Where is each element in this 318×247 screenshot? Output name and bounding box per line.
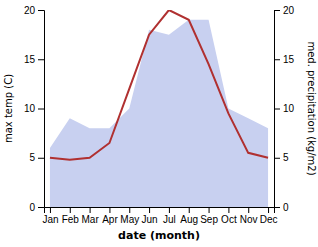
tick: 0 xyxy=(29,202,44,213)
tick-mark xyxy=(70,207,71,213)
tick-mark xyxy=(268,207,269,213)
tick-mark xyxy=(209,207,210,213)
tick: Nov xyxy=(240,207,258,225)
axis-line xyxy=(45,208,275,214)
tick: 20 xyxy=(274,5,295,16)
tick-mark xyxy=(274,109,280,110)
tick-label: Feb xyxy=(62,214,80,225)
tick: 10 xyxy=(24,103,44,114)
tick-mark xyxy=(38,158,44,159)
tick-label: Dec xyxy=(260,214,278,225)
tick: May xyxy=(120,207,139,225)
tick-mark xyxy=(149,207,150,213)
tick-label: Mar xyxy=(81,214,99,225)
axis-line xyxy=(38,11,45,208)
tick: Jul xyxy=(163,207,176,225)
tick-label: Jul xyxy=(163,214,176,225)
tick: Feb xyxy=(62,207,80,225)
tick-mark xyxy=(38,59,44,60)
tick: Apr xyxy=(102,207,118,225)
tick-mark xyxy=(109,207,110,213)
tick: 5 xyxy=(274,152,289,163)
tick-mark xyxy=(189,207,190,213)
tick-mark xyxy=(274,10,280,11)
tick: 10 xyxy=(274,103,295,114)
tick-label: 20 xyxy=(24,5,36,16)
tick: Dec xyxy=(260,207,278,225)
tick-mark xyxy=(129,207,130,213)
x-axis: Jan FebMarAprMayJun Jul AugSepOctNovDec xyxy=(42,207,277,225)
tick: 0 xyxy=(274,202,289,213)
tick-mark xyxy=(274,158,280,159)
tick-label: Sep xyxy=(200,214,218,225)
y-axis-title: max temp (C) xyxy=(3,74,14,143)
tick-mark xyxy=(248,207,249,213)
precip-area xyxy=(50,20,268,207)
tick: Sep xyxy=(200,207,218,225)
tick-label: 0 xyxy=(283,202,289,213)
tick-label: Apr xyxy=(102,214,118,225)
tick-label: 5 xyxy=(29,152,35,163)
chart: Jan FebMarAprMayJun Jul AugSepOctNovDec 0 5 10… xyxy=(0,0,318,247)
tick-label: Jun xyxy=(142,214,158,225)
tick-mark xyxy=(274,207,280,208)
y2-axis: 0 5 10 15 20 xyxy=(274,5,295,213)
tick: 20 xyxy=(24,5,44,16)
x-axis-title: date (month) xyxy=(118,229,200,242)
tick-label: 20 xyxy=(283,5,295,16)
tick-label: 5 xyxy=(283,152,289,163)
axis-line xyxy=(275,11,281,208)
tick: Jun xyxy=(142,207,158,225)
tick: Aug xyxy=(180,207,198,225)
tick: 5 xyxy=(29,152,44,163)
tick-label: Aug xyxy=(180,214,198,225)
tick-mark xyxy=(38,207,44,208)
tick-mark xyxy=(38,109,44,110)
tick-mark xyxy=(228,207,229,213)
tick: Oct xyxy=(221,207,237,225)
tick-label: 10 xyxy=(283,103,295,114)
tick-label: 15 xyxy=(24,54,36,65)
tick-label: Oct xyxy=(221,214,237,225)
tick-label: 10 xyxy=(24,103,36,114)
y-axis: 0 5 10 15 20 xyxy=(24,5,45,213)
temp-line xyxy=(50,10,268,160)
tick: Jan xyxy=(42,207,58,225)
tick: 15 xyxy=(274,54,295,65)
tick-label: 15 xyxy=(283,54,295,65)
tick: Mar xyxy=(81,207,99,225)
plot-area: Jan FebMarAprMayJun Jul AugSepOctNovDec 0 5 10… xyxy=(3,5,317,242)
tick-label: Nov xyxy=(240,214,258,225)
y2-axis-title: med. precipitation (kg/m2) xyxy=(306,41,317,175)
tick-label: 0 xyxy=(29,202,35,213)
tick-mark xyxy=(38,10,44,11)
marks xyxy=(50,10,268,207)
tick-label: Jan xyxy=(42,214,58,225)
tick-mark xyxy=(90,207,91,213)
tick-mark xyxy=(50,207,51,213)
chart-container: Jan FebMarAprMayJun Jul AugSepOctNovDec 0 5 10… xyxy=(0,0,318,247)
tick-label: May xyxy=(120,214,139,225)
tick-mark xyxy=(169,207,170,213)
tick-mark xyxy=(274,59,280,60)
tick: 15 xyxy=(24,54,44,65)
